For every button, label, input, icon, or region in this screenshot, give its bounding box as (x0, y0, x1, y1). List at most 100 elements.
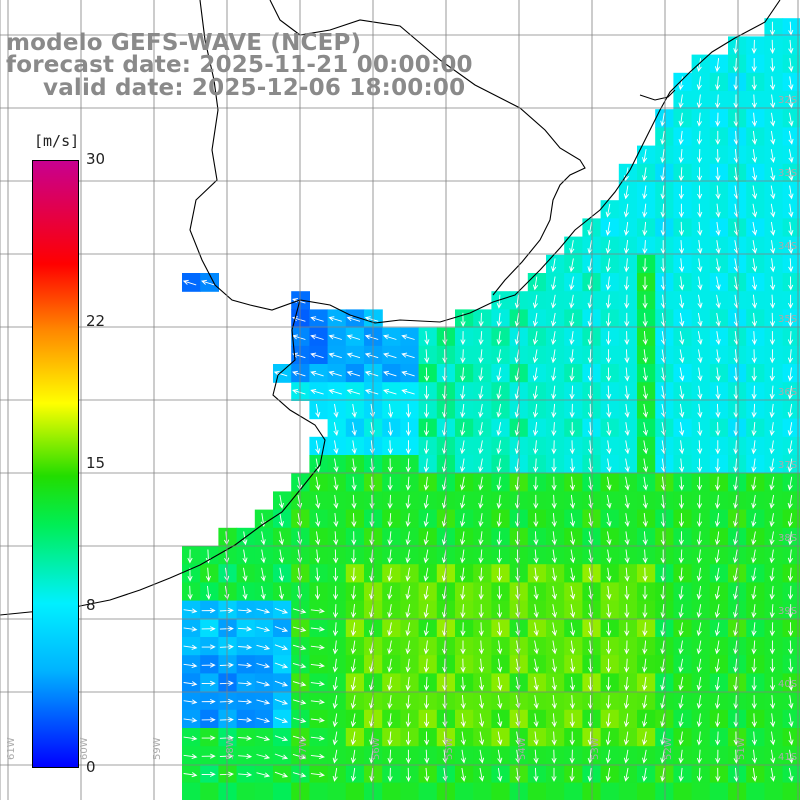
wind-arrow (333, 549, 339, 564)
wind-speed-cell (600, 254, 620, 274)
wind-arrow (423, 640, 429, 655)
wind-arrow (219, 771, 234, 777)
wind-speed-cell (618, 254, 638, 274)
wind-speed-cell (491, 582, 511, 602)
wind-speed-cell (728, 309, 747, 329)
wind-arrow (606, 422, 612, 437)
wind-arrow (660, 567, 666, 582)
wind-arrow (274, 753, 289, 760)
wind-speed-cell (309, 455, 329, 474)
wind-arrow (497, 640, 503, 655)
wind-speed-cell (455, 764, 474, 784)
wind-speed-cell (709, 509, 729, 529)
wind-speed-cell (564, 618, 583, 638)
wind-arrow (310, 352, 324, 359)
wind-speed-cell (254, 546, 274, 565)
wind-speed-cell (691, 655, 711, 674)
wind-arrow (623, 203, 629, 218)
wind-speed-cell (309, 637, 329, 656)
wind-arrow (315, 549, 321, 564)
wind-arrow (606, 549, 612, 564)
wind-speed-cell (455, 309, 474, 329)
wind-arrow (514, 422, 520, 437)
wind-arrow (642, 767, 648, 782)
wind-arrow (769, 458, 775, 473)
wind-arrow (333, 531, 339, 546)
wind-speed-cell (564, 673, 583, 693)
wind-speed-cell (637, 455, 656, 474)
wind-speed-cell (673, 655, 693, 674)
colorbar-tick-label: 30 (86, 150, 106, 168)
wind-arrow (333, 476, 339, 491)
wind-speed-cell (691, 691, 711, 711)
wind-arrow (460, 385, 466, 400)
wind-arrow (350, 749, 356, 764)
wind-speed-cell (618, 546, 638, 565)
wind-speed-cell (746, 236, 765, 256)
wind-speed-cell (600, 618, 620, 638)
wind-arrow (770, 749, 776, 764)
wind-speed-cell (728, 291, 747, 310)
wind-arrow (605, 258, 611, 273)
wind-speed-cell (345, 418, 365, 438)
wind-arrow (624, 331, 630, 346)
wind-arrow (606, 403, 612, 418)
wind-arrow (401, 389, 415, 395)
wind-arrow (383, 389, 397, 395)
wind-speed-cell (637, 582, 656, 602)
wind-speed-cell (473, 436, 492, 456)
wind-arrow (405, 567, 411, 582)
wind-speed-cell (382, 709, 401, 729)
wind-speed-cell (728, 691, 747, 711)
wind-speed-cell (273, 746, 292, 765)
wind-speed-cell (673, 527, 693, 547)
wind-arrow (733, 76, 739, 91)
wind-speed-cell (546, 782, 565, 800)
wind-arrow (278, 531, 284, 546)
wind-arrow (624, 422, 630, 437)
wind-arrow (351, 531, 357, 546)
wind-arrow (405, 749, 412, 764)
wind-arrow (219, 680, 234, 686)
wind-speed-cell (728, 91, 747, 110)
wind-speed-cell (527, 546, 547, 565)
wind-arrow (478, 331, 484, 346)
wind-speed-cell (254, 527, 274, 547)
wind-speed-cell (418, 382, 438, 401)
wind-speed-cell (473, 709, 492, 729)
wind-speed-cell (673, 436, 693, 456)
wind-speed-cell (746, 600, 765, 620)
wind-arrow (605, 276, 611, 291)
wind-arrow (328, 316, 342, 322)
wind-arrow (787, 331, 794, 346)
wind-arrow (364, 370, 379, 377)
wind-speed-cell (473, 400, 492, 420)
wind-speed-cell (637, 728, 656, 747)
wind-arrow (570, 549, 576, 564)
wind-speed-cell (218, 782, 238, 800)
wind-speed-cell (491, 673, 511, 693)
wind-speed-cell (418, 327, 438, 347)
wind-speed-cell (527, 382, 547, 401)
longitude-label: 58W (225, 737, 236, 760)
wind-speed-cell (291, 691, 310, 711)
wind-arrow (697, 240, 703, 255)
wind-speed-cell (546, 382, 565, 401)
wind-speed-cell (746, 309, 765, 329)
wind-arrow (310, 717, 325, 723)
wind-arrow (769, 403, 775, 418)
wind-speed-cell (327, 455, 347, 474)
wind-speed-cell (691, 218, 711, 238)
wind-speed-cell (691, 728, 711, 747)
wind-arrow (770, 76, 776, 91)
wind-arrow (624, 622, 630, 637)
wind-arrow (423, 513, 429, 528)
wind-speed-cell (782, 36, 800, 56)
wind-arrow (256, 699, 271, 705)
wind-arrow (733, 676, 739, 691)
wind-arrow (660, 585, 666, 600)
wind-speed-cell (382, 691, 401, 711)
wind-speed-cell (400, 600, 420, 620)
wind-speed-cell (746, 145, 765, 165)
wind-arrow (623, 221, 630, 236)
